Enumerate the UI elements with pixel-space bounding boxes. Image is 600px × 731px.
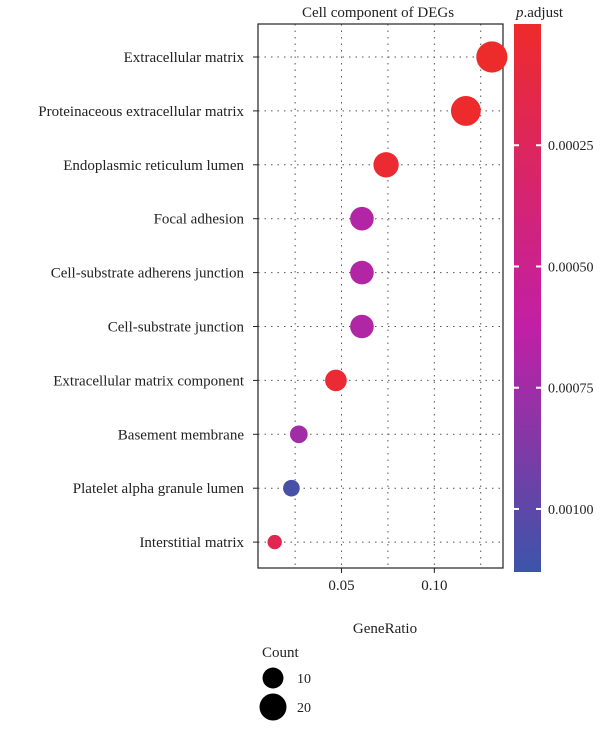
color-tick-label: 0.00100 — [548, 503, 594, 518]
data-point — [350, 206, 374, 231]
color-tick-label: 0.00025 — [548, 139, 594, 154]
size-legend-label: 10 — [297, 672, 311, 687]
x-tick-labels: 0.05 0.10 — [328, 568, 447, 594]
x-tick-label: 0.05 — [328, 578, 354, 594]
data-point — [476, 41, 508, 73]
plot-frame — [257, 23, 504, 569]
y-tick-label: Cell-substrate adherens junction — [51, 266, 245, 282]
points-layer — [267, 41, 508, 550]
color-bar — [514, 24, 541, 572]
color-bar-ticks: 0.00025 0.00050 0.00075 0.00100 — [514, 139, 594, 518]
y-tick-label: Proteinaceous extracellular matrix — [38, 104, 244, 120]
data-point — [325, 369, 347, 392]
data-point — [350, 314, 374, 339]
color-tick-label: 0.00050 — [548, 260, 594, 275]
color-legend-title: p.adjust — [515, 5, 564, 21]
color-legend: p.adjust 0.00025 0.00050 0.00075 0.00100 — [514, 5, 594, 572]
color-legend-title-italic: p — [515, 5, 524, 21]
size-legend-circle — [262, 667, 284, 689]
y-tick-label: Focal adhesion — [154, 212, 245, 228]
x-axis-title: GeneRatio — [353, 621, 417, 637]
size-legend-items: 10 20 — [259, 667, 311, 721]
y-tick-label: Interstitial matrix — [139, 535, 244, 551]
y-tick-label: Platelet alpha granule lumen — [73, 481, 245, 497]
size-legend-circle — [259, 693, 287, 721]
data-point — [267, 534, 282, 550]
x-tick-label: 0.10 — [421, 578, 447, 594]
y-tick-labels: Extracellular matrix Proteinaceous extrac… — [38, 50, 258, 551]
y-tick-label: Endoplasmic reticulum lumen — [63, 158, 244, 174]
y-tick-label: Basement membrane — [118, 427, 245, 443]
data-point — [350, 260, 374, 285]
size-legend: Count 10 20 — [259, 645, 311, 721]
data-point — [450, 95, 481, 126]
data-point — [289, 425, 308, 444]
data-point — [283, 479, 300, 497]
color-legend-title-rest: .adjust — [524, 5, 564, 21]
y-tick-label: Extracellular matrix — [124, 50, 245, 66]
size-legend-label: 20 — [297, 701, 311, 716]
data-point — [373, 152, 399, 178]
y-tick-label: Cell-substrate junction — [108, 320, 245, 336]
chart-title: Cell component of DEGs — [302, 5, 454, 21]
size-legend-title: Count — [262, 645, 300, 661]
y-tick-label: Extracellular matrix component — [53, 373, 245, 389]
color-tick-label: 0.00075 — [548, 382, 594, 397]
